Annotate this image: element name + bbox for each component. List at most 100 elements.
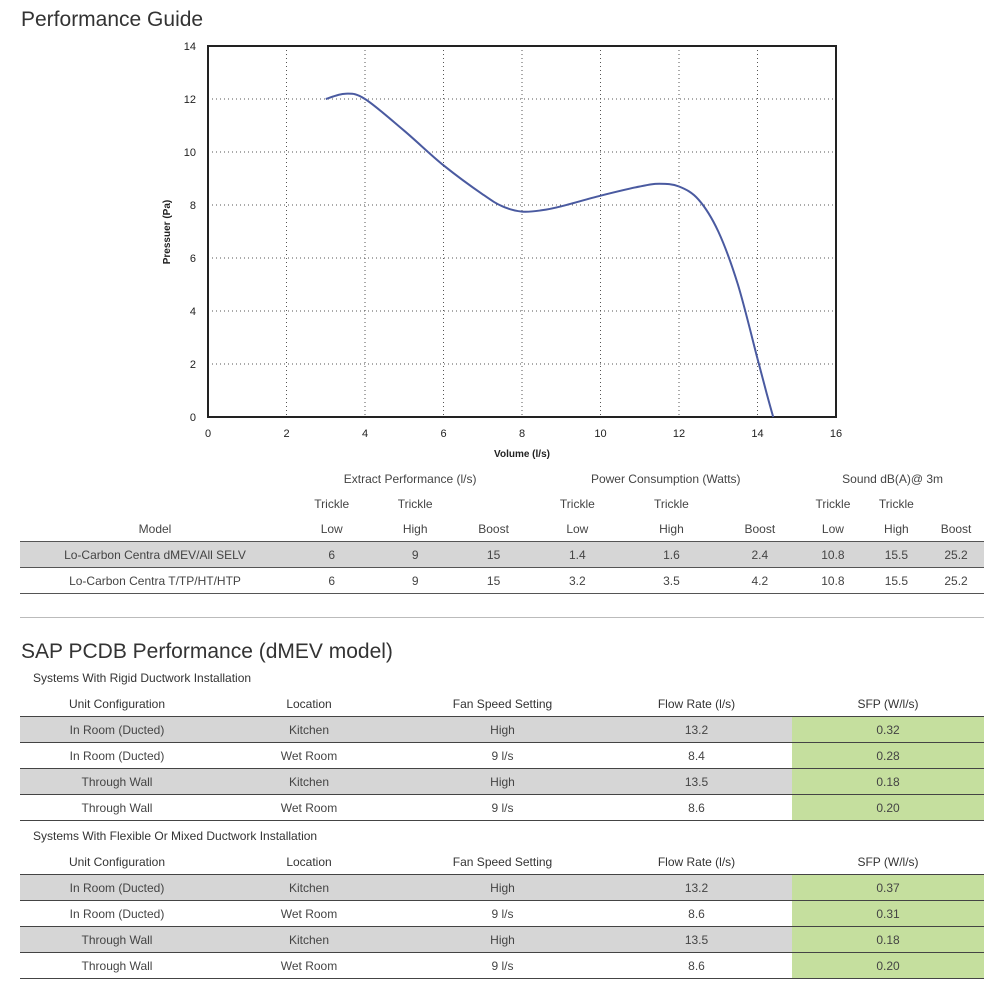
table-cell: 10.8 <box>801 567 865 594</box>
table-cell: 4.2 <box>718 567 802 594</box>
table-row: Lo-Carbon Centra dMEV/All SELV 6 9 15 1.… <box>20 541 984 568</box>
y-tick-label: 10 <box>184 147 196 159</box>
performance-table: Extract Performance (l/s) Power Consumpt… <box>20 466 984 594</box>
x-tick-label: 4 <box>362 428 368 440</box>
table-cell: Through Wall <box>20 794 214 821</box>
sfp-cell: 0.18 <box>792 768 984 795</box>
sub-header: Trickle <box>314 496 350 511</box>
flex-table: Unit Configuration Location Fan Speed Se… <box>20 849 984 979</box>
table-cell: In Room (Ducted) <box>20 742 214 769</box>
table-cell: In Room (Ducted) <box>20 874 214 901</box>
table-cell: 15 <box>456 541 531 568</box>
sub-header: Low <box>320 521 343 536</box>
table-cell: Through Wall <box>20 952 214 979</box>
sub-header: Trickle <box>397 496 433 511</box>
table-cell: Kitchen <box>214 874 404 901</box>
x-tick-label: 8 <box>519 428 525 440</box>
x-tick-label: 12 <box>673 428 685 440</box>
table-cell: 13.2 <box>601 716 792 743</box>
y-tick-labels: 0 2 4 6 8 10 12 14 <box>184 41 196 424</box>
table-cell: 6 <box>290 541 374 568</box>
flex-subtitle: Systems With Flexible Or Mixed Ductwork … <box>33 829 318 843</box>
sfp-cell: 0.20 <box>792 952 984 979</box>
table-cell: 9 l/s <box>404 952 601 979</box>
table-cell: 15 <box>456 567 531 594</box>
x-tick-label: 16 <box>830 428 842 440</box>
x-tick-label: 14 <box>751 428 763 440</box>
y-tick-label: 12 <box>184 94 196 106</box>
y-tick-label: 6 <box>190 253 196 265</box>
table-row: In Room (Ducted) Kitchen High 13.2 0.32 <box>20 716 984 743</box>
table-row: In Room (Ducted) Wet Room 9 l/s 8.4 0.28 <box>20 742 984 769</box>
x-tick-label: 0 <box>205 428 211 440</box>
sap-title: SAP PCDB Performance (dMEV model) <box>21 640 393 663</box>
table-cell: 9 <box>373 541 457 568</box>
sub-header: Trickle <box>878 496 914 511</box>
table-row: Lo-Carbon Centra T/TP/HT/HTP 6 9 15 3.2 … <box>20 567 984 594</box>
table-row: In Room (Ducted) Wet Room 9 l/s 8.6 0.31 <box>20 900 984 927</box>
model-name: Lo-Carbon Centra dMEV/All SELV <box>20 541 290 568</box>
table-cell: 8.6 <box>601 794 792 821</box>
table-cell: Kitchen <box>214 768 404 795</box>
sub-header: Trickle <box>815 496 851 511</box>
column-header: SFP (W/l/s) <box>857 854 919 869</box>
table-cell: 25.2 <box>928 567 984 594</box>
y-tick-label: 2 <box>190 359 196 371</box>
table-cell: 13.2 <box>601 874 792 901</box>
chart-grid <box>208 46 836 417</box>
sub-header: Boost <box>940 521 972 536</box>
table-cell: 9 <box>373 567 457 594</box>
table-cell: 10.8 <box>801 541 865 568</box>
table-cell: 3.5 <box>624 567 719 594</box>
y-tick-label: 8 <box>190 200 196 212</box>
model-name: Lo-Carbon Centra T/TP/HT/HTP <box>20 567 290 594</box>
sfp-cell: 0.37 <box>792 874 984 901</box>
y-tick-label: 14 <box>184 41 196 53</box>
table-cell: Through Wall <box>20 768 214 795</box>
table-cell: 9 l/s <box>404 794 601 821</box>
plot-frame <box>207 45 837 418</box>
sfp-cell: 0.28 <box>792 742 984 769</box>
table-row: Through Wall Kitchen High 13.5 0.18 <box>20 926 984 953</box>
sub-header: High <box>884 521 909 536</box>
table-cell: 15.5 <box>864 567 929 594</box>
sub-header: Trickle <box>653 496 689 511</box>
sub-header: Low <box>566 521 589 536</box>
section-divider <box>20 617 984 618</box>
sfp-cell: 0.32 <box>792 716 984 743</box>
performance-chart: 0 2 4 6 8 10 12 14 16 0 2 4 6 8 10 12 14 Volume (l/s) P… <box>162 41 842 460</box>
x-tick-label: 6 <box>440 428 446 440</box>
group-header: Power Consumption (Watts) <box>590 471 741 486</box>
column-header: Flow Rate (l/s) <box>657 854 736 869</box>
rigid-table: Unit Configuration Location Fan Speed Se… <box>20 691 984 821</box>
sub-header: Boost <box>478 521 509 536</box>
table-cell: Wet Room <box>214 794 404 821</box>
sub-header: Low <box>821 521 844 536</box>
table-cell: Through Wall <box>20 926 214 953</box>
table-cell: In Room (Ducted) <box>20 716 214 743</box>
sub-header: High <box>402 521 428 536</box>
table-cell: 13.5 <box>601 768 792 795</box>
table-row: Through Wall Wet Room 9 l/s 8.6 0.20 <box>20 952 984 979</box>
sub-header: Boost <box>744 521 776 536</box>
page-title: Performance Guide <box>21 8 204 31</box>
column-header: Flow Rate (l/s) <box>657 696 736 711</box>
column-header: SFP (W/l/s) <box>857 696 919 711</box>
model-header: Model <box>138 521 172 536</box>
rigid-subtitle: Systems With Rigid Ductwork Installation <box>33 671 252 685</box>
table-cell: 9 l/s <box>404 742 601 769</box>
sub-header: High <box>659 521 684 536</box>
table-row: Through Wall Kitchen High 13.5 0.18 <box>20 768 984 795</box>
x-axis-label: Volume (l/s) <box>494 449 550 460</box>
column-header: Fan Speed Setting <box>452 696 553 711</box>
sfp-cell: 0.20 <box>792 794 984 821</box>
column-header: Location <box>286 854 332 869</box>
table-cell: Kitchen <box>214 716 404 743</box>
table-cell: Wet Room <box>214 900 404 927</box>
table-cell: 6 <box>290 567 374 594</box>
table-cell: 8.6 <box>601 900 792 927</box>
table-cell: High <box>404 716 601 743</box>
table-cell: 8.6 <box>601 952 792 979</box>
table-row: Through Wall Wet Room 9 l/s 8.6 0.20 <box>20 794 984 821</box>
y-tick-label: 4 <box>190 306 196 318</box>
